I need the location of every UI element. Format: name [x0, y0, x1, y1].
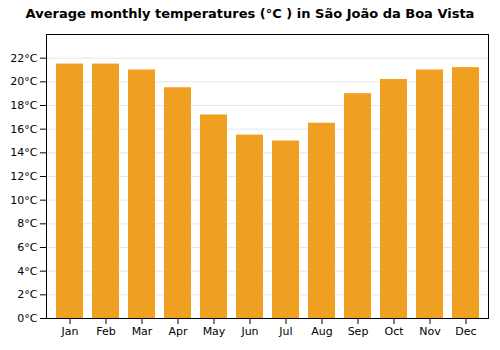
svg-text:12°C: 12°C — [10, 170, 37, 183]
svg-text:0°C: 0°C — [17, 312, 37, 325]
svg-text:18°C: 18°C — [10, 99, 37, 112]
svg-text:Oct: Oct — [384, 325, 404, 338]
svg-text:8°C: 8°C — [17, 217, 37, 230]
svg-text:14°C: 14°C — [10, 146, 37, 159]
svg-text:Jul: Jul — [278, 325, 292, 338]
svg-text:Nov: Nov — [419, 325, 441, 338]
svg-text:Mar: Mar — [132, 325, 153, 338]
svg-text:20°C: 20°C — [10, 75, 37, 88]
svg-text:6°C: 6°C — [17, 241, 37, 254]
svg-text:Apr: Apr — [168, 325, 188, 338]
svg-text:Jan: Jan — [61, 325, 79, 338]
svg-text:10°C: 10°C — [10, 194, 37, 207]
html-text:Average monthly temperatures (: Average monthly temperatures (°C ) in Sã… — [25, 6, 475, 21]
svg-text:Sep: Sep — [348, 325, 369, 338]
svg-text:16°C: 16°C — [10, 123, 37, 136]
svg-text:Feb: Feb — [96, 325, 115, 338]
svg-text:Jun: Jun — [240, 325, 258, 338]
svg-text:May: May — [203, 325, 226, 338]
svg-text:22°C: 22°C — [10, 52, 37, 65]
svg-text:Dec: Dec — [455, 325, 476, 338]
svg-text:2°C: 2°C — [17, 288, 37, 301]
svg-text:4°C: 4°C — [17, 265, 37, 278]
svg-text:Aug: Aug — [311, 325, 332, 338]
